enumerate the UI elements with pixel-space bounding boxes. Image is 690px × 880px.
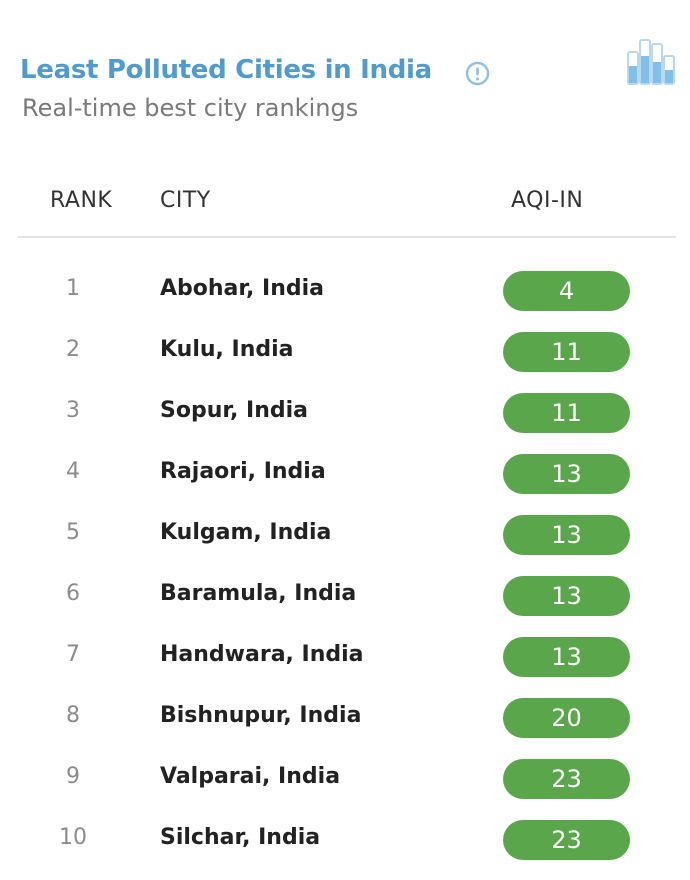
rank-cell: 10	[59, 824, 87, 850]
table-row[interactable]: 2 Kulu, India 11	[0, 331, 690, 390]
info-circle-icon[interactable]	[465, 61, 490, 86]
aqi-badge: 13	[503, 576, 630, 616]
aqi-badge: 11	[503, 332, 630, 372]
table-row[interactable]: 4 Rajaori, India 13	[0, 453, 690, 512]
rank-cell: 3	[66, 397, 80, 423]
aqi-badge: 13	[503, 637, 630, 677]
table-row[interactable]: 8 Bishnupur, India 20	[0, 697, 690, 756]
table-row[interactable]: 9 Valparai, India 23	[0, 758, 690, 817]
aqi-badge: 13	[503, 454, 630, 494]
table-row[interactable]: 5 Kulgam, India 13	[0, 514, 690, 573]
aqi-badge: 13	[503, 515, 630, 555]
table-row[interactable]: 10 Silchar, India 23	[0, 819, 690, 878]
city-name[interactable]: Baramula, India	[160, 580, 357, 606]
city-name[interactable]: Silchar, India	[160, 824, 321, 850]
table-row[interactable]: 3 Sopur, India 11	[0, 392, 690, 451]
city-name[interactable]: Abohar, India	[160, 275, 325, 301]
rank-cell: 6	[66, 580, 80, 606]
rank-cell: 7	[66, 641, 80, 667]
city-name[interactable]: Valparai, India	[160, 763, 341, 789]
rank-cell: 1	[66, 275, 80, 301]
city-name[interactable]: Kulu, India	[160, 336, 294, 362]
rank-cell: 8	[66, 702, 80, 728]
aqi-badge: 20	[503, 698, 630, 738]
city-name[interactable]: Bishnupur, India	[160, 702, 362, 728]
header-divider	[18, 236, 676, 238]
aqi-badge: 4	[503, 271, 630, 311]
aqi-badge: 23	[503, 820, 630, 860]
bar-chart-icon[interactable]	[626, 36, 676, 86]
aqi-badge: 23	[503, 759, 630, 799]
aqi-badge: 11	[503, 393, 630, 433]
column-header-rank: RANK	[50, 187, 113, 213]
rank-cell: 4	[66, 458, 80, 484]
widget-title: Least Polluted Cities in India	[20, 55, 432, 85]
table-row[interactable]: 1 Abohar, India 4	[0, 270, 690, 329]
rank-cell: 9	[66, 763, 80, 789]
city-name[interactable]: Sopur, India	[160, 397, 308, 423]
table-row[interactable]: 6 Baramula, India 13	[0, 575, 690, 634]
city-name[interactable]: Kulgam, India	[160, 519, 332, 545]
city-name[interactable]: Handwara, India	[160, 641, 364, 667]
column-header-aqi: AQI-IN	[511, 187, 584, 213]
table-row[interactable]: 7 Handwara, India 13	[0, 636, 690, 695]
widget-subtitle: Real-time best city rankings	[22, 94, 359, 122]
rank-cell: 5	[66, 519, 80, 545]
rank-cell: 2	[66, 336, 80, 362]
city-name[interactable]: Rajaori, India	[160, 458, 326, 484]
column-header-city: CITY	[160, 187, 211, 213]
